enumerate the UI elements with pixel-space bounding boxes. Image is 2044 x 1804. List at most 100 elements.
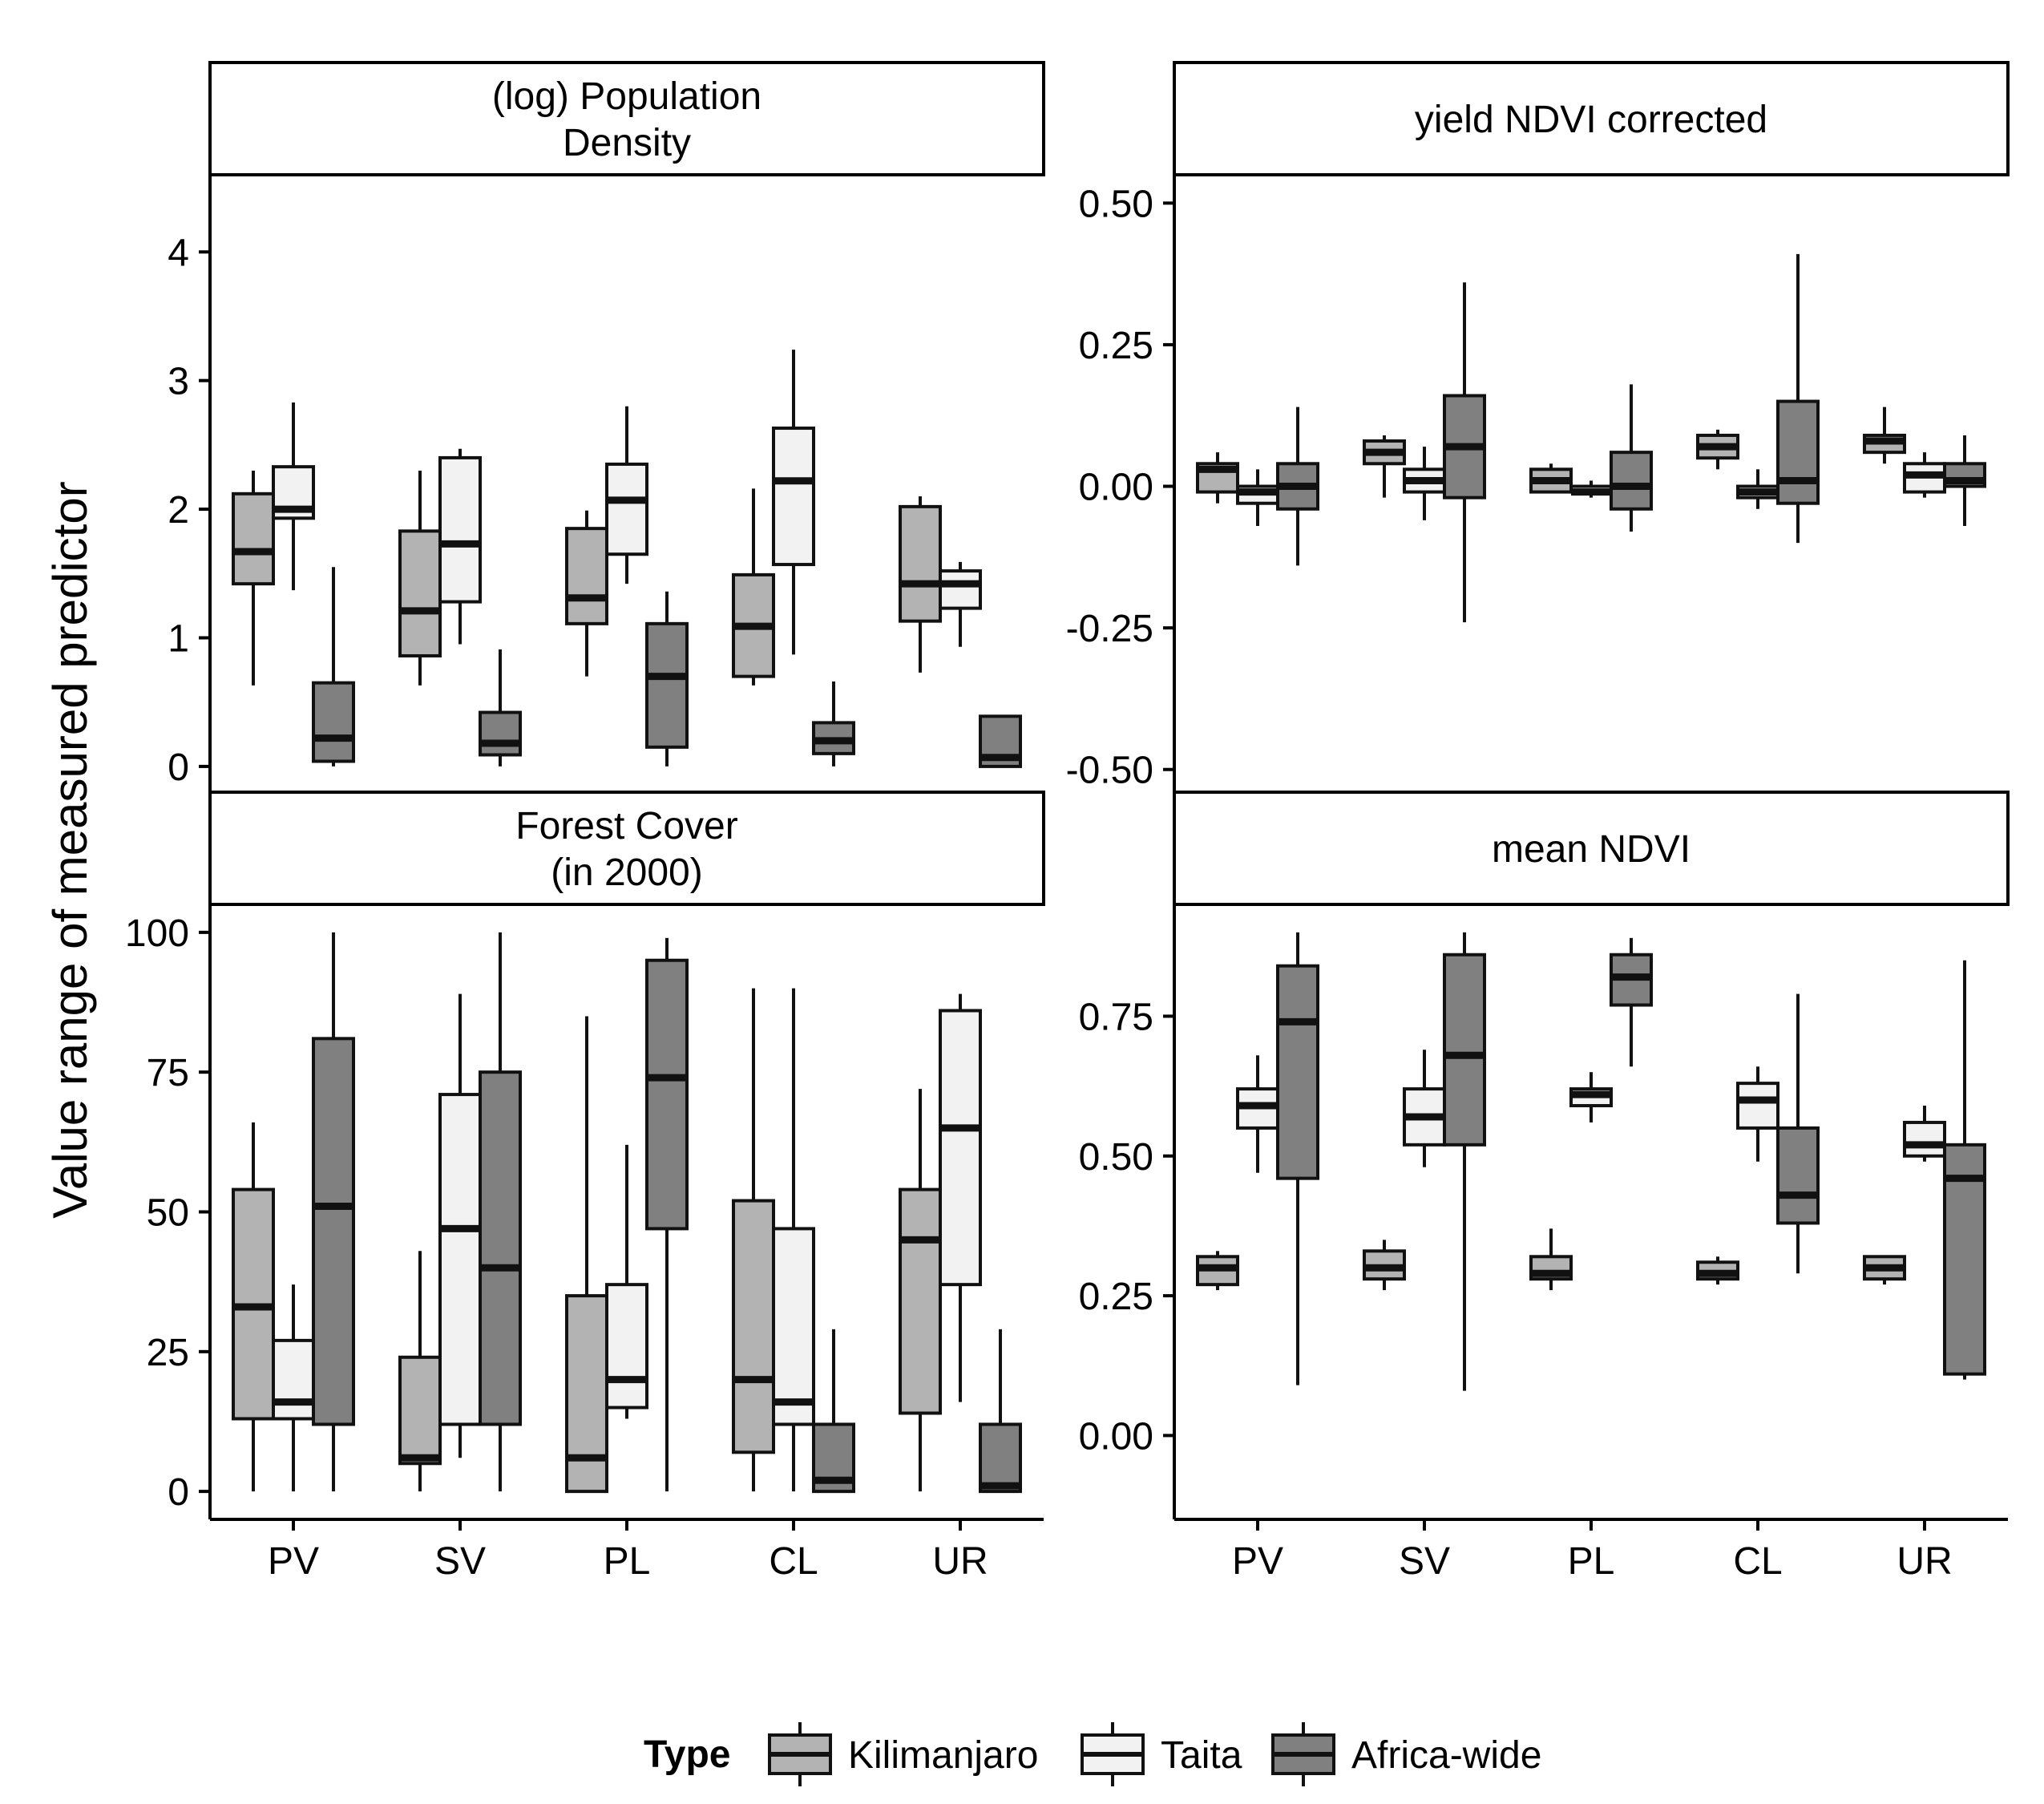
box-pv-taita [272,1284,315,1492]
box-body [479,710,522,757]
panel-mean_ndvi: mean NDVI PV SV PL CL UR 0.00 0.25 0.50 0.75 [1079,791,2010,1583]
box-body [899,504,942,623]
box-sv-kilimanjaro [398,470,442,686]
y-axis-title: Value range of measured predictor [43,481,97,1218]
box-pv-kilimanjaro [1196,452,1239,504]
legend: Type Kilimanjaro Taita Africa-wide [644,1722,1541,1786]
strip-box [1173,791,2010,906]
box-sv-africa-wide [1443,932,1486,1391]
x-tick-label: CL [769,1540,818,1583]
box-body [565,1294,608,1494]
box-body [645,621,689,749]
box-pv-taita [272,402,315,591]
strip-box [208,791,1045,906]
box-cl-africa-wide [1776,993,1820,1274]
box-pv-africa-wide [1276,407,1319,566]
box-ur-taita [939,993,982,1402]
box-cl-taita [1736,469,1779,509]
box-body [1276,964,1319,1180]
box-cl-kilimanjaro [1696,1256,1739,1285]
box-body [772,427,815,567]
box-pl-taita [605,406,648,584]
y-tick-label: 50 [147,1192,189,1235]
y-tick-label: -0.50 [1066,750,1153,792]
x-tick-label: PV [1232,1540,1283,1583]
box-pv-kilimanjaro [1196,1251,1239,1291]
box-body [605,1283,648,1410]
box-pl-kilimanjaro [565,1016,608,1494]
strip-label: yield NDVI corrected [1415,99,1767,141]
legend-label: Kilimanjaro [848,1734,1038,1777]
strip-box [1173,61,2010,176]
box-ur-africa-wide [979,1329,1022,1494]
box-sv-kilimanjaro [1363,1240,1406,1291]
box-pl-taita [1569,1072,1613,1122]
box-ur-africa-wide [979,714,1022,768]
box-sv-africa-wide [1443,282,1486,623]
box-body [1776,399,1820,505]
box-body [939,569,982,610]
panel-forest: Forest Cover(in 2000) PV SV PL CL UR 0 25 50 75 10… [125,791,1045,1583]
x-tick-label: SV [1399,1540,1450,1583]
box-pl-africa-wide [645,937,689,1492]
box-sv-taita [1403,1050,1446,1167]
legend-label: Africa-wide [1351,1734,1541,1777]
legend-item-africa-wide: Africa-wide [1271,1722,1541,1786]
y-tick-label: 1 [168,618,189,661]
legend-item-taita: Taita [1081,1722,1242,1786]
box-pv-kilimanjaro [232,1122,275,1492]
box-cl-taita [772,988,815,1492]
y-tick-label: 100 [125,912,189,955]
box-pl-africa-wide [1610,384,1653,532]
box-body [312,681,355,763]
box-sv-taita [438,448,482,645]
box-body [732,1199,775,1454]
box-cl-taita [772,350,815,655]
box-cl-kilimanjaro [732,488,775,686]
box-sv-africa-wide [479,932,522,1492]
x-tick-label: CL [1733,1540,1782,1583]
box-ur-kilimanjaro [1863,1255,1906,1285]
box-body [645,958,689,1231]
x-tick-label: UR [1897,1540,1952,1583]
box-cl-africa-wide [812,1329,855,1494]
y-tick-label: 4 [168,232,189,274]
box-pv-africa-wide [312,932,355,1492]
box-body [438,455,482,604]
x-tick-label: UR [932,1540,988,1583]
box-sv-taita [438,993,482,1458]
strip-label: Density [563,122,691,164]
box-ur-kilimanjaro [899,1089,942,1492]
strip-label: (in 2000) [551,851,702,894]
y-tick-label: 25 [147,1332,189,1374]
box-body [479,1070,522,1426]
x-tick-label: SV [434,1540,486,1583]
box-ur-taita [1903,452,1946,498]
box-body [232,491,275,586]
strip-label: (log) Population [492,75,761,118]
box-body [398,529,442,657]
y-tick-label: -0.25 [1066,608,1153,650]
panel-yield: yield NDVI corrected 0.50 0.25 0.00 -0.25 -0.… [1066,61,2010,792]
x-tick-label: PL [604,1540,651,1583]
x-tick-label: PV [268,1540,319,1583]
box-ur-kilimanjaro [899,496,942,673]
box-body [939,1009,982,1287]
box-body [979,1422,1022,1494]
box-sv-africa-wide [479,649,522,766]
box-pv-taita [1236,1055,1279,1173]
box-cl-kilimanjaro [1696,429,1739,470]
box-ur-kilimanjaro [1863,407,1906,464]
box-ur-africa-wide [1943,960,1986,1380]
box-body [1443,953,1486,1147]
box-ur-taita [939,561,982,647]
box-pv-africa-wide [1276,932,1319,1385]
box-body [1776,1126,1820,1225]
y-tick-label: 3 [168,361,189,403]
legend-title: Type [644,1733,730,1776]
box-body [438,1093,482,1426]
box-body [899,1187,942,1415]
